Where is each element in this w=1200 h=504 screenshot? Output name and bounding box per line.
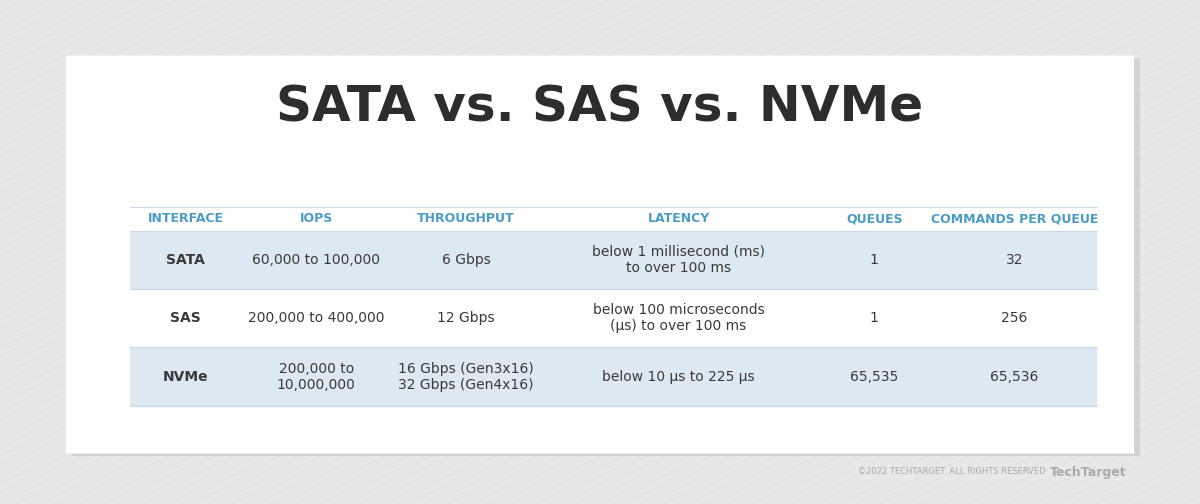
Text: 65,535: 65,535 <box>850 369 899 384</box>
Text: 65,536: 65,536 <box>990 369 1039 384</box>
Text: SATA vs. SAS vs. NVMe: SATA vs. SAS vs. NVMe <box>276 83 924 131</box>
Text: SATA: SATA <box>167 253 205 267</box>
Text: TechTarget: TechTarget <box>1050 466 1127 479</box>
Text: below 100 microseconds
(μs) to over 100 ms: below 100 microseconds (μs) to over 100 … <box>593 303 764 333</box>
Bar <box>130 231 1097 289</box>
Text: 1: 1 <box>870 253 878 267</box>
Text: IOPS: IOPS <box>300 212 332 225</box>
Text: below 1 millisecond (ms)
to over 100 ms: below 1 millisecond (ms) to over 100 ms <box>592 245 766 275</box>
Text: 32: 32 <box>1006 253 1024 267</box>
Text: 60,000 to 100,000: 60,000 to 100,000 <box>252 253 380 267</box>
Text: THROUGHPUT: THROUGHPUT <box>418 212 515 225</box>
Text: 12 Gbps: 12 Gbps <box>437 311 494 325</box>
Text: ©2022 TECHTARGET. ALL RIGHTS RESERVED: ©2022 TECHTARGET. ALL RIGHTS RESERVED <box>858 467 1045 476</box>
Bar <box>130 289 1097 347</box>
FancyBboxPatch shape <box>66 55 1134 454</box>
Text: QUEUES: QUEUES <box>846 212 902 225</box>
Text: 200,000 to 400,000: 200,000 to 400,000 <box>248 311 384 325</box>
Text: COMMANDS PER QUEUE: COMMANDS PER QUEUE <box>931 212 1098 225</box>
Text: 16 Gbps (Gen3x16)
32 Gbps (Gen4x16): 16 Gbps (Gen3x16) 32 Gbps (Gen4x16) <box>398 361 534 392</box>
Text: 200,000 to
10,000,000: 200,000 to 10,000,000 <box>277 361 355 392</box>
FancyBboxPatch shape <box>72 58 1140 456</box>
Text: 256: 256 <box>1001 311 1027 325</box>
Bar <box>130 207 1097 231</box>
Text: below 10 μs to 225 μs: below 10 μs to 225 μs <box>602 369 755 384</box>
Text: SAS: SAS <box>170 311 202 325</box>
Text: 1: 1 <box>870 311 878 325</box>
Text: LATENCY: LATENCY <box>648 212 709 225</box>
Text: NVMe: NVMe <box>163 369 209 384</box>
Bar <box>130 347 1097 406</box>
Text: INTERFACE: INTERFACE <box>148 212 223 225</box>
Text: 6 Gbps: 6 Gbps <box>442 253 491 267</box>
